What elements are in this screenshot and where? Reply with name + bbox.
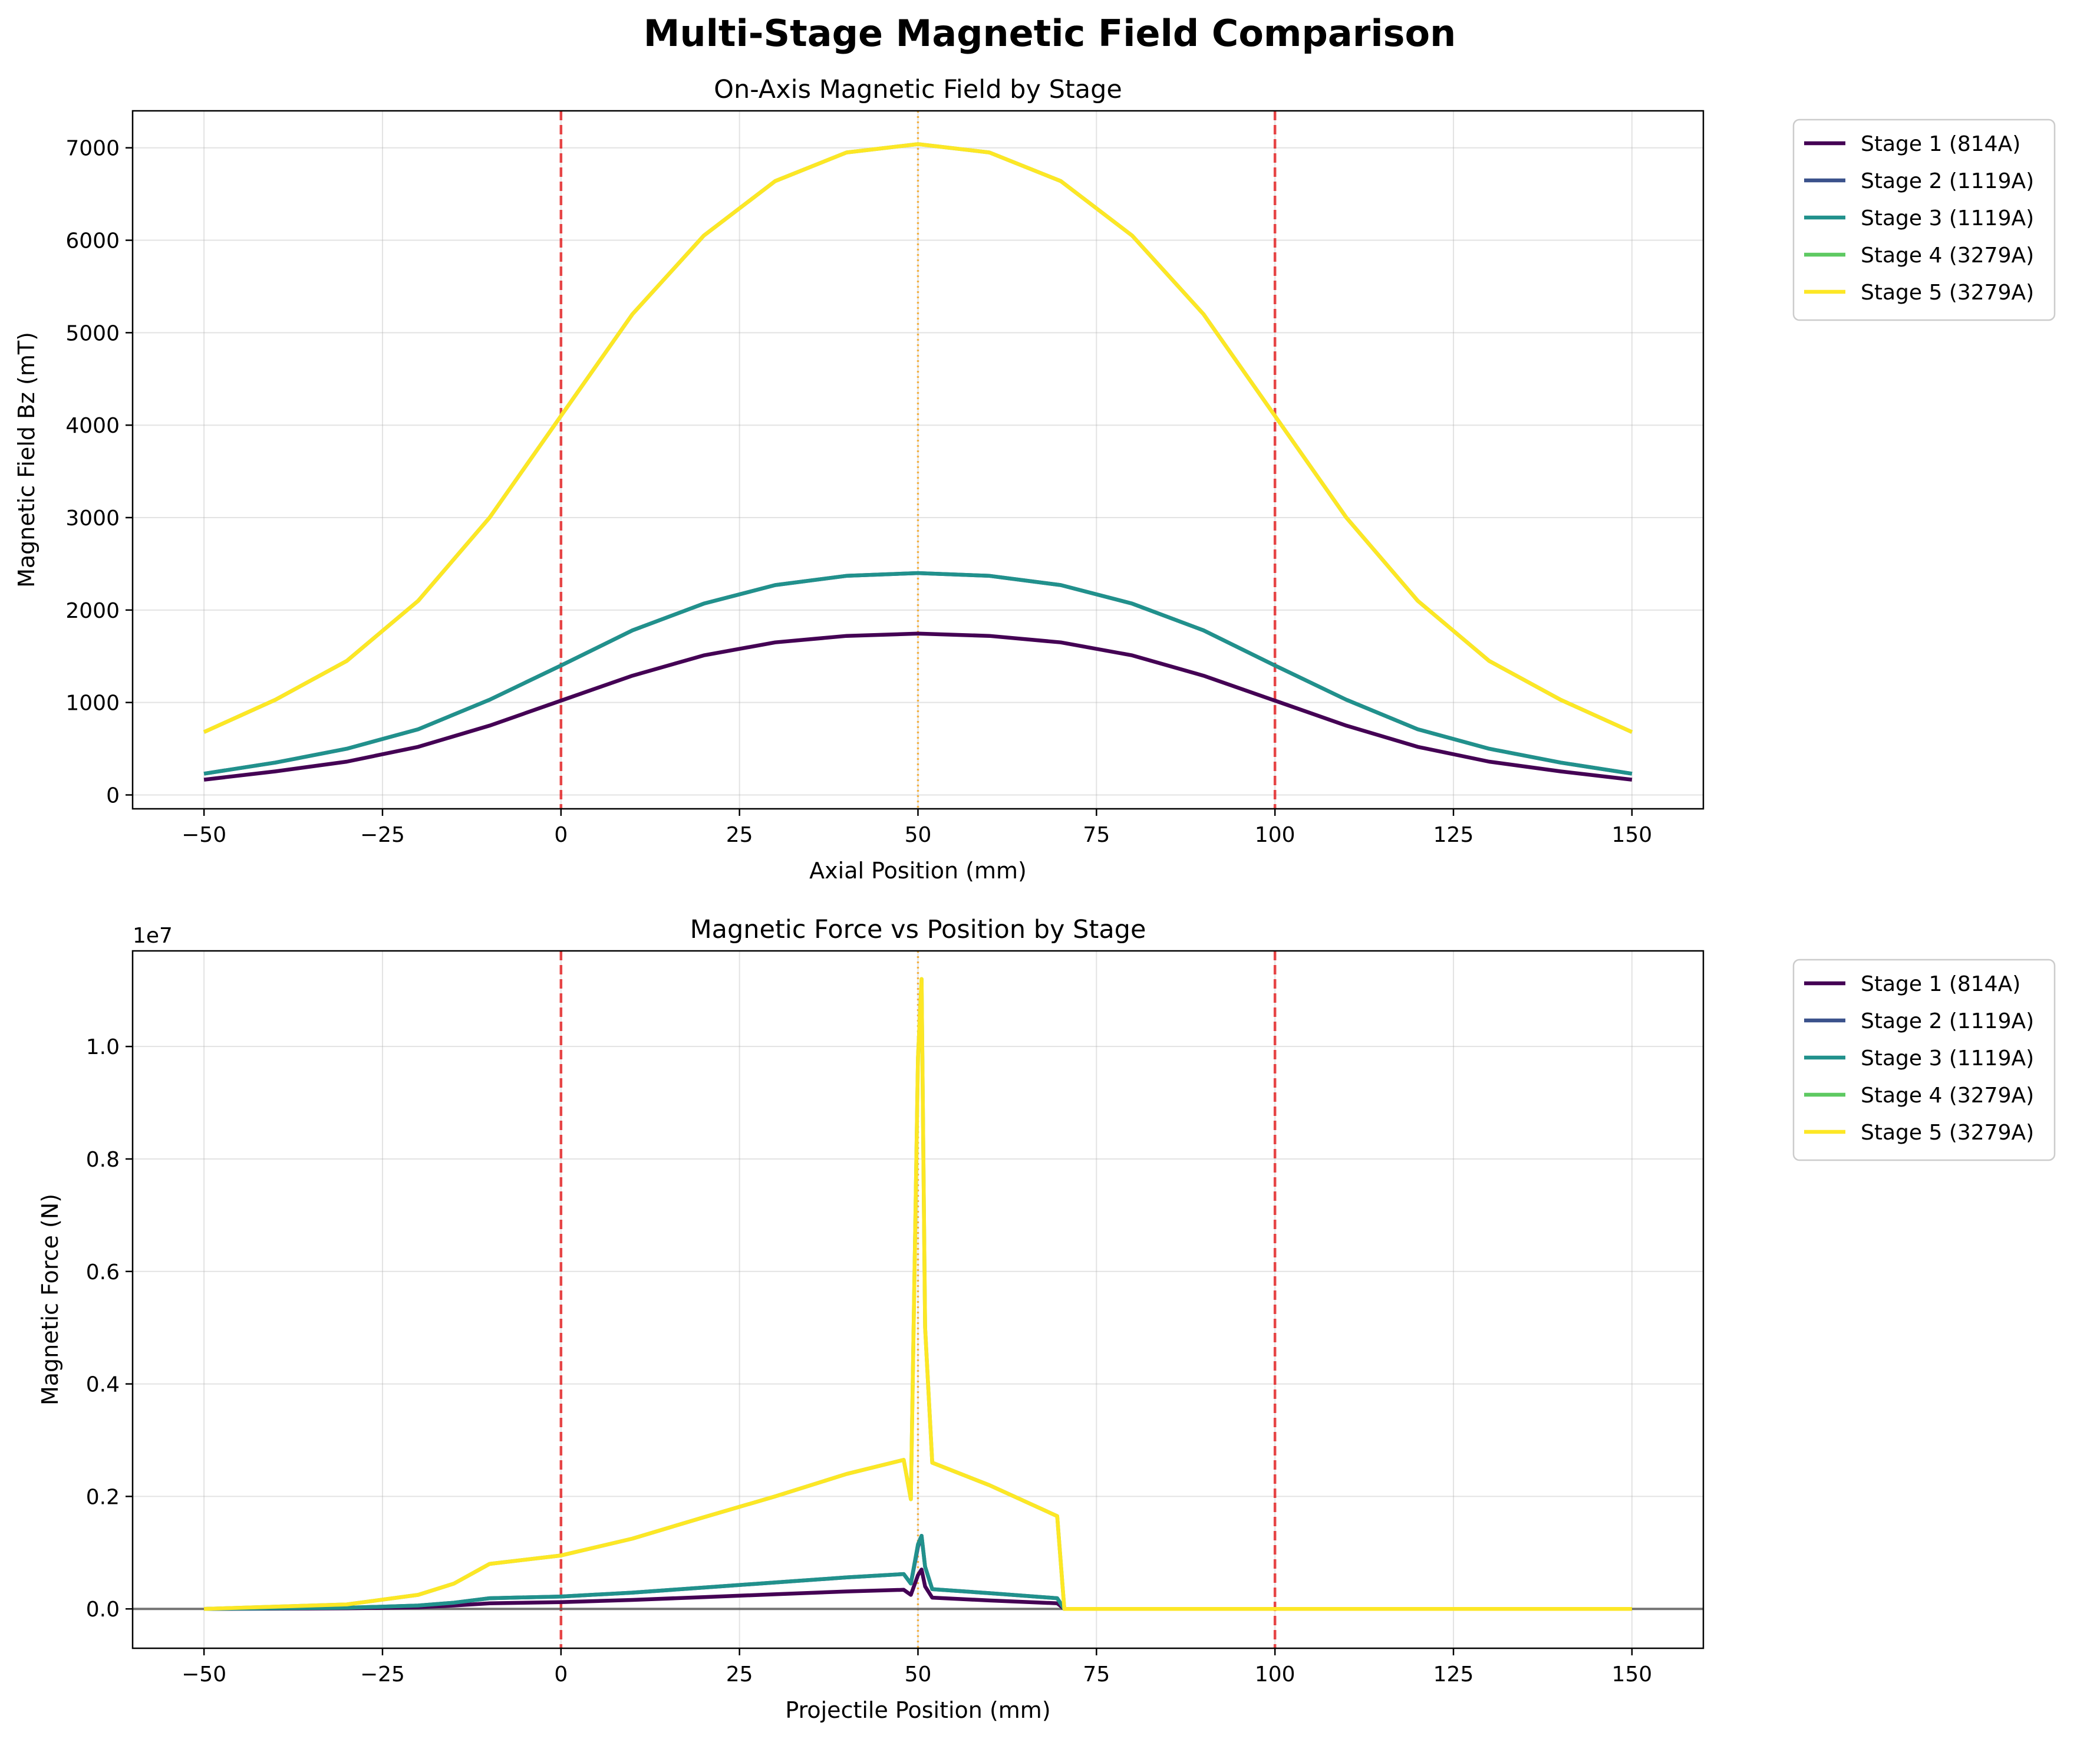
x-tick-label: −25 [360, 1662, 405, 1687]
y-tick-label: 0.0 [86, 1598, 120, 1622]
y-offset-label: 1e7 [133, 924, 173, 948]
x-tick-label: 75 [1083, 1662, 1110, 1687]
x-tick-label: 50 [905, 1662, 932, 1687]
y-tick-label: 4000 [65, 414, 120, 438]
y-tick-label: 0.2 [86, 1485, 120, 1509]
legend-label-stage-4: Stage 4 (3279A) [1861, 1084, 2034, 1108]
legend-label-stage-4: Stage 4 (3279A) [1861, 243, 2034, 268]
y-axis-label: Magnetic Field Bz (mT) [14, 332, 39, 588]
y-tick-label: 1.0 [86, 1035, 120, 1059]
y-tick-label: 3000 [65, 506, 120, 531]
legend: Stage 1 (814A) Stage 2 (1119A) Stage 3 (11… [1792, 118, 2056, 321]
y-axis-label: Magnetic Force (N) [37, 1194, 63, 1405]
x-tick-label: 150 [1612, 1662, 1653, 1687]
x-tick-label: 100 [1255, 823, 1295, 847]
series-line-stage-3 [203, 571, 1633, 776]
chart-panel-magnetic-force: −50 −25 0 25 50 75 100 125 150 0.0 0.2 0.4 0.6 0.8 1.0… [37, 915, 2056, 1723]
series-line-stage-1 [203, 631, 1633, 782]
y-tick-label: 2000 [65, 599, 120, 623]
x-tick-label: 25 [726, 1662, 753, 1687]
x-tick-label: 125 [1433, 823, 1474, 847]
legend-label-stage-3: Stage 3 (1119A) [1861, 206, 2034, 230]
chart-title: On-Axis Magnetic Field by Stage [714, 75, 1122, 104]
series-line-stage-3 [204, 1533, 1632, 1611]
legend-frame [1792, 959, 2056, 1161]
series-line-stage-1 [204, 1568, 1632, 1611]
x-tick-label: 125 [1433, 1662, 1474, 1687]
x-tick-label: 25 [726, 823, 753, 847]
legend: Stage 1 (814A) Stage 2 (1119A) Stage 3 (11… [1792, 959, 2056, 1161]
x-tick-label: −50 [182, 1662, 226, 1687]
x-tick-label: 75 [1083, 823, 1110, 847]
legend-label-stage-2: Stage 2 (1119A) [1861, 1009, 2034, 1033]
y-tick-label: 0.8 [86, 1148, 120, 1172]
x-tick-label: −25 [360, 823, 405, 847]
chart-panel-magnetic-field: −50 −25 0 25 50 75 100 125 150 0 1000 2000 3000 4000 5… [14, 75, 2056, 884]
legend-label-stage-5: Stage 5 (3279A) [1861, 1121, 2034, 1145]
legend-label-stage-1: Stage 1 (814A) [1861, 972, 2020, 996]
x-tick-label: 0 [554, 1662, 568, 1687]
legend-frame [1792, 118, 2056, 321]
x-tick-label: 150 [1612, 823, 1653, 847]
legend-label-stage-3: Stage 3 (1119A) [1861, 1046, 2034, 1071]
y-tick-label: 0.4 [86, 1373, 120, 1397]
x-axis-label: Axial Position (mm) [809, 858, 1027, 884]
y-tick-label: 1000 [65, 691, 120, 716]
legend-label-stage-2: Stage 2 (1119A) [1861, 169, 2034, 193]
y-tick-label: 5000 [65, 321, 120, 345]
legend-label-stage-1: Stage 1 (814A) [1861, 132, 2020, 156]
y-tick-label: 7000 [65, 137, 120, 161]
series-line-stage-5 [203, 977, 1632, 1611]
chart-title: Magnetic Force vs Position by Stage [690, 915, 1146, 944]
x-tick-label: 50 [905, 823, 932, 847]
y-tick-label: 0.6 [86, 1260, 120, 1285]
figure-title: Multi-Stage Magnetic Field Comparison [644, 12, 1456, 55]
y-tick-label: 6000 [65, 229, 120, 253]
legend-label-stage-5: Stage 5 (3279A) [1861, 281, 2034, 305]
x-tick-label: −50 [182, 823, 226, 847]
x-tick-label: 0 [554, 823, 568, 847]
x-axis-label: Projectile Position (mm) [785, 1697, 1050, 1723]
x-tick-label: 100 [1255, 1662, 1295, 1687]
y-tick-label: 0 [106, 783, 120, 808]
series-line-stage-5 [203, 142, 1633, 734]
